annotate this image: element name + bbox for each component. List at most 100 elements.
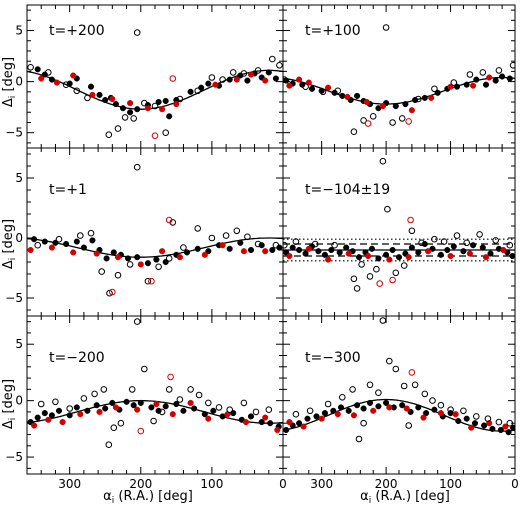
series-4 bbox=[109, 216, 173, 296]
data-point bbox=[130, 402, 137, 409]
series-2 bbox=[286, 74, 493, 114]
data-point bbox=[84, 407, 91, 414]
data-point bbox=[460, 407, 467, 415]
data-point bbox=[424, 248, 432, 255]
data-point bbox=[429, 397, 436, 404]
data-point bbox=[495, 67, 503, 74]
data-point bbox=[194, 87, 201, 95]
panel-5: 5 0 −5 300 200 100 0 t=−200 bbox=[5, 315, 287, 491]
data-point bbox=[431, 235, 438, 243]
data-point bbox=[194, 245, 201, 252]
data-point bbox=[112, 101, 119, 108]
series-3 bbox=[283, 24, 515, 135]
series-1 bbox=[27, 398, 282, 430]
data-point bbox=[306, 407, 314, 415]
data-point bbox=[128, 386, 136, 393]
data-point bbox=[89, 237, 96, 244]
data-point bbox=[466, 250, 473, 257]
data-point bbox=[31, 236, 38, 243]
data-point bbox=[153, 256, 160, 263]
data-point bbox=[127, 100, 134, 107]
data-point bbox=[244, 77, 251, 84]
data-point bbox=[167, 373, 174, 381]
data-point bbox=[407, 408, 414, 415]
data-point bbox=[286, 82, 293, 89]
data-point bbox=[337, 404, 345, 411]
data-point bbox=[119, 105, 127, 112]
data-point bbox=[37, 400, 45, 408]
data-point bbox=[41, 238, 48, 245]
data-point bbox=[269, 246, 276, 254]
data-point bbox=[93, 402, 100, 409]
data-point bbox=[155, 98, 162, 106]
data-point bbox=[159, 106, 166, 113]
data-point bbox=[45, 69, 52, 76]
y-axis-label-row-2: Δi [deg] bbox=[1, 219, 18, 269]
data-point bbox=[173, 101, 180, 108]
data-point bbox=[489, 425, 496, 432]
data-point bbox=[369, 113, 377, 120]
series-1 bbox=[31, 236, 283, 267]
data-point bbox=[470, 242, 477, 249]
data-point bbox=[180, 244, 187, 251]
data-point bbox=[408, 369, 416, 376]
data-point bbox=[55, 407, 63, 414]
data-point bbox=[77, 411, 84, 418]
data-point bbox=[208, 74, 216, 81]
data-point bbox=[191, 405, 198, 412]
data-point bbox=[328, 246, 335, 254]
x-tick-label: 100 bbox=[439, 477, 462, 491]
data-point bbox=[100, 386, 108, 393]
y-tick-label: 5 bbox=[15, 24, 23, 38]
data-point bbox=[479, 69, 487, 76]
data-point bbox=[505, 429, 512, 436]
data-point bbox=[254, 67, 262, 74]
data-point bbox=[252, 408, 260, 416]
data-point bbox=[315, 248, 322, 255]
data-point bbox=[421, 94, 428, 101]
data-point bbox=[330, 407, 337, 414]
data-point bbox=[201, 251, 208, 258]
data-point bbox=[431, 85, 438, 93]
data-point bbox=[339, 92, 346, 99]
series-3 bbox=[37, 318, 273, 449]
data-point bbox=[354, 402, 361, 409]
data-point bbox=[354, 92, 361, 99]
series-4 bbox=[364, 118, 413, 127]
ticks bbox=[282, 316, 516, 474]
data-point bbox=[366, 381, 374, 389]
panel-label: t=−104±19 bbox=[305, 182, 390, 198]
data-point bbox=[479, 244, 486, 251]
data-point bbox=[444, 246, 451, 254]
data-point bbox=[379, 317, 387, 324]
data-point bbox=[402, 101, 409, 108]
data-point bbox=[318, 415, 325, 422]
data-point bbox=[166, 113, 173, 120]
data-point bbox=[336, 249, 343, 256]
data-point bbox=[368, 245, 375, 252]
data-point bbox=[265, 406, 273, 414]
data-point bbox=[386, 404, 393, 411]
data-point bbox=[162, 97, 169, 105]
data-point bbox=[405, 422, 413, 429]
data-point bbox=[41, 71, 48, 78]
data-point bbox=[325, 84, 332, 91]
data-point bbox=[415, 249, 422, 256]
data-point bbox=[437, 410, 444, 417]
data-point bbox=[114, 254, 122, 261]
series-1 bbox=[283, 73, 513, 112]
data-point bbox=[117, 419, 125, 427]
model-curve bbox=[283, 76, 515, 105]
data-point bbox=[384, 205, 391, 213]
data-point bbox=[286, 252, 293, 260]
data-point bbox=[176, 254, 183, 261]
data-point bbox=[155, 263, 162, 271]
data-point bbox=[219, 76, 226, 83]
data-point bbox=[411, 381, 419, 389]
data-point bbox=[463, 81, 470, 88]
data-point bbox=[415, 404, 422, 411]
data-point bbox=[59, 419, 66, 426]
data-point bbox=[158, 408, 166, 416]
data-point bbox=[398, 115, 406, 122]
data-point bbox=[360, 405, 367, 412]
